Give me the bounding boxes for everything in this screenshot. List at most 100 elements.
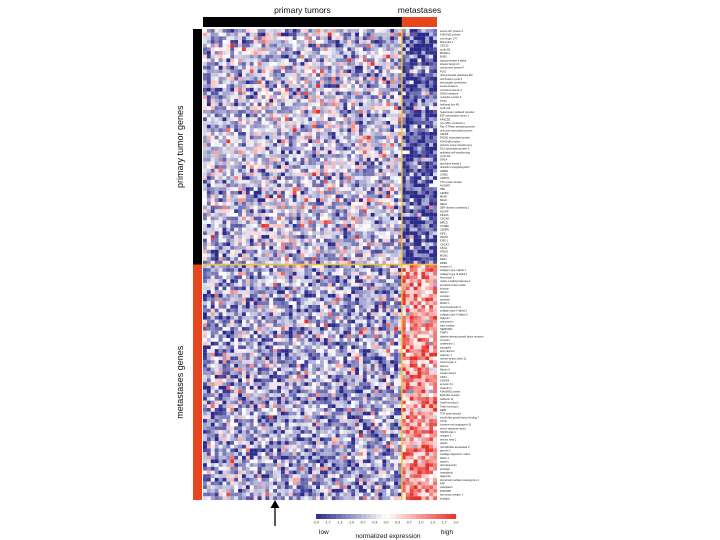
heatmap-cell <box>320 54 324 59</box>
heatmap-cell <box>382 73 387 77</box>
heatmap-cell <box>261 154 266 158</box>
heatmap-cell <box>343 95 348 99</box>
heatmap-cell <box>362 275 367 280</box>
heatmap-cell <box>265 80 270 85</box>
heatmap-cell <box>405 271 410 276</box>
heatmap-cell <box>335 179 340 184</box>
heatmap-cell <box>308 40 313 44</box>
heatmap-cell <box>433 198 438 202</box>
heatmap-cell <box>355 40 360 44</box>
heatmap-cell <box>261 316 266 320</box>
heatmap-cell <box>316 135 321 140</box>
heatmap-cell <box>378 201 383 206</box>
heatmap-cell <box>214 43 219 48</box>
heatmap-cell <box>296 157 301 162</box>
heatmap-cell <box>308 124 313 129</box>
heatmap-cell <box>394 40 399 44</box>
heatmap-cell <box>405 216 410 221</box>
heatmap-cell <box>386 87 391 92</box>
heatmap-cell <box>234 95 239 99</box>
heatmap-cell <box>206 165 211 169</box>
heatmap-cell <box>421 76 426 81</box>
heatmap-cell <box>413 275 418 280</box>
heatmap-cell <box>347 106 352 110</box>
heatmap-cell <box>296 312 301 317</box>
heatmap-cell <box>296 128 301 133</box>
heatmap-cell <box>409 282 414 287</box>
heatmap-cell <box>347 36 352 41</box>
heatmap-cell <box>362 54 367 59</box>
heatmap-cell <box>284 172 289 177</box>
heatmap-cell <box>421 224 426 228</box>
heatmap-cell <box>320 91 324 96</box>
heatmap-cell <box>288 268 293 272</box>
heatmap-cell <box>214 301 219 306</box>
heatmap-cell <box>429 109 434 114</box>
heatmap-cell <box>429 327 434 331</box>
heatmap-cell <box>304 220 309 225</box>
heatmap-cell <box>433 190 438 195</box>
heatmap-cell <box>390 84 395 88</box>
heatmap-cell <box>261 308 266 313</box>
heatmap-cell <box>257 43 262 48</box>
heatmap-cell <box>409 91 414 96</box>
heatmap-cell <box>409 220 414 225</box>
heatmap-cell <box>405 209 410 214</box>
heatmap-cell <box>374 132 379 136</box>
heatmap-cell <box>413 87 418 92</box>
heatmap-cell <box>339 308 344 313</box>
heatmap-cell <box>386 143 391 147</box>
heatmap-cell <box>343 161 348 166</box>
heatmap-cell <box>226 242 231 247</box>
heatmap-cell <box>409 73 414 77</box>
heatmap-cell <box>308 312 313 317</box>
heatmap-cell <box>429 235 434 239</box>
heatmap-cell <box>394 249 399 254</box>
heatmap-cell <box>261 279 266 283</box>
heatmap-cell <box>206 84 211 88</box>
heatmap-cell <box>386 80 391 85</box>
heatmap-cell <box>245 312 250 317</box>
heatmap-cell <box>429 47 434 52</box>
heatmap-cell <box>312 205 317 210</box>
heatmap-cell <box>413 183 418 188</box>
heatmap-cell <box>230 146 235 151</box>
heatmap-cell <box>339 282 344 287</box>
heatmap-cell <box>218 301 223 306</box>
heatmap-cell <box>390 168 395 173</box>
heatmap-cell <box>230 69 235 74</box>
heatmap-cell <box>253 198 258 202</box>
heatmap-cell <box>339 135 344 140</box>
heatmap-cell <box>409 190 414 195</box>
heatmap-cell <box>296 205 301 210</box>
heatmap-cell <box>300 235 305 239</box>
heatmap-cell <box>284 117 289 122</box>
heatmap-cell <box>386 32 391 37</box>
heatmap-cell <box>210 198 215 202</box>
heatmap-cell <box>320 271 324 276</box>
heatmap-cell <box>242 124 246 129</box>
heatmap-cell <box>249 91 254 96</box>
heatmap-cell <box>261 47 266 52</box>
heatmap-cell <box>203 312 207 317</box>
heatmap-cell <box>394 301 399 306</box>
heatmap-cell <box>394 69 399 74</box>
heatmap-cell <box>421 62 426 66</box>
heatmap-cell <box>277 290 282 294</box>
heatmap-cell <box>257 124 262 129</box>
heatmap-cell <box>273 235 278 239</box>
heatmap-cell <box>265 201 270 206</box>
heatmap-cell <box>210 231 215 236</box>
heatmap-cell <box>394 271 399 276</box>
heatmap-cell <box>214 327 219 331</box>
heatmap-cell <box>421 51 426 55</box>
heatmap-cell <box>343 275 348 280</box>
heatmap-cell <box>253 51 258 55</box>
heatmap-cell <box>316 120 321 125</box>
heatmap-cell <box>281 128 285 133</box>
heatmap-cell <box>284 220 289 225</box>
heatmap-cell <box>226 51 231 55</box>
heatmap-cell <box>433 312 438 317</box>
heatmap-cell <box>249 224 254 228</box>
heatmap-cell <box>253 32 258 37</box>
